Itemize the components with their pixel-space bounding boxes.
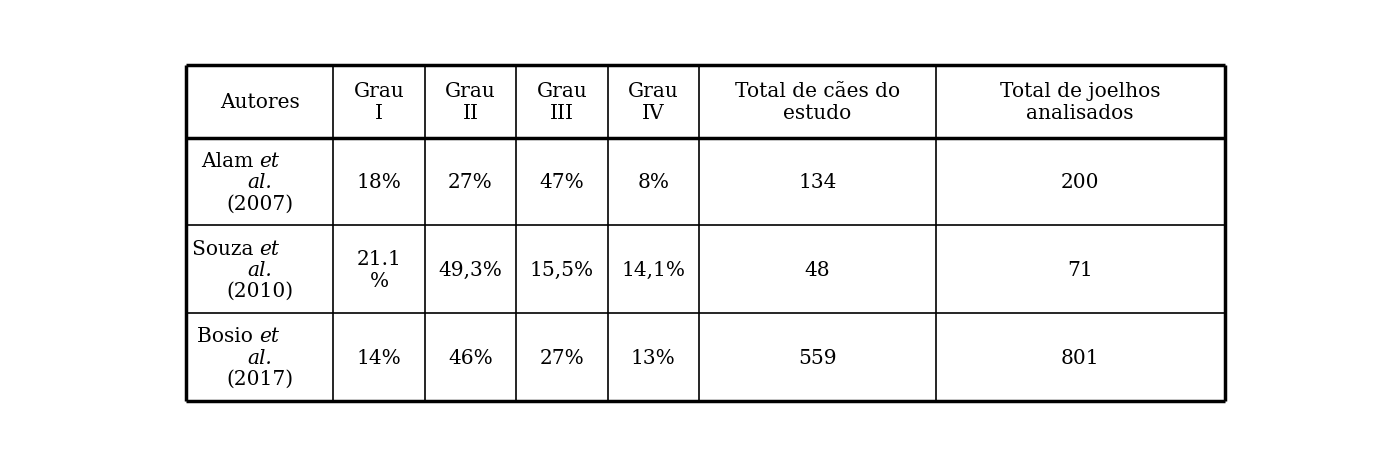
Text: 18%: 18% [356,173,402,192]
Text: 27%: 27% [539,348,585,367]
Text: 71: 71 [1068,260,1093,279]
Text: al.: al. [248,260,272,279]
Text: 200: 200 [1061,173,1099,192]
Text: 48: 48 [805,260,830,279]
Text: 27%: 27% [449,173,493,192]
Text: et: et [260,151,279,170]
Text: 14%: 14% [356,348,402,367]
Text: (2017): (2017) [226,369,293,388]
Text: Grau
IV: Grau IV [627,82,678,123]
Text: Souza: Souza [191,239,260,258]
Text: 13%: 13% [630,348,676,367]
Text: Grau
II: Grau II [444,82,495,123]
Text: (2007): (2007) [226,194,293,213]
Text: 559: 559 [798,348,837,367]
Text: 21.1
%: 21.1 % [356,250,402,290]
Text: Grau
III: Grau III [537,82,588,123]
Text: 47%: 47% [539,173,585,192]
Text: Total de joelhos
analisados: Total de joelhos analisados [1000,82,1160,123]
Text: al.: al. [248,173,272,192]
Text: (2010): (2010) [226,282,293,300]
Text: Total de cães do
estudo: Total de cães do estudo [735,82,900,123]
Text: 15,5%: 15,5% [530,260,594,279]
Text: 801: 801 [1061,348,1099,367]
Text: 14,1%: 14,1% [622,260,685,279]
Text: et: et [260,327,279,346]
Text: 49,3%: 49,3% [439,260,502,279]
Text: 8%: 8% [637,173,669,192]
Text: 46%: 46% [449,348,493,367]
Text: et: et [260,239,279,258]
Text: 134: 134 [798,173,837,192]
Text: al.: al. [248,348,272,367]
Text: Alam: Alam [201,151,260,170]
Text: Grau
I: Grau I [354,82,405,123]
Text: Bosio: Bosio [197,327,260,346]
Text: Autores: Autores [220,93,300,112]
